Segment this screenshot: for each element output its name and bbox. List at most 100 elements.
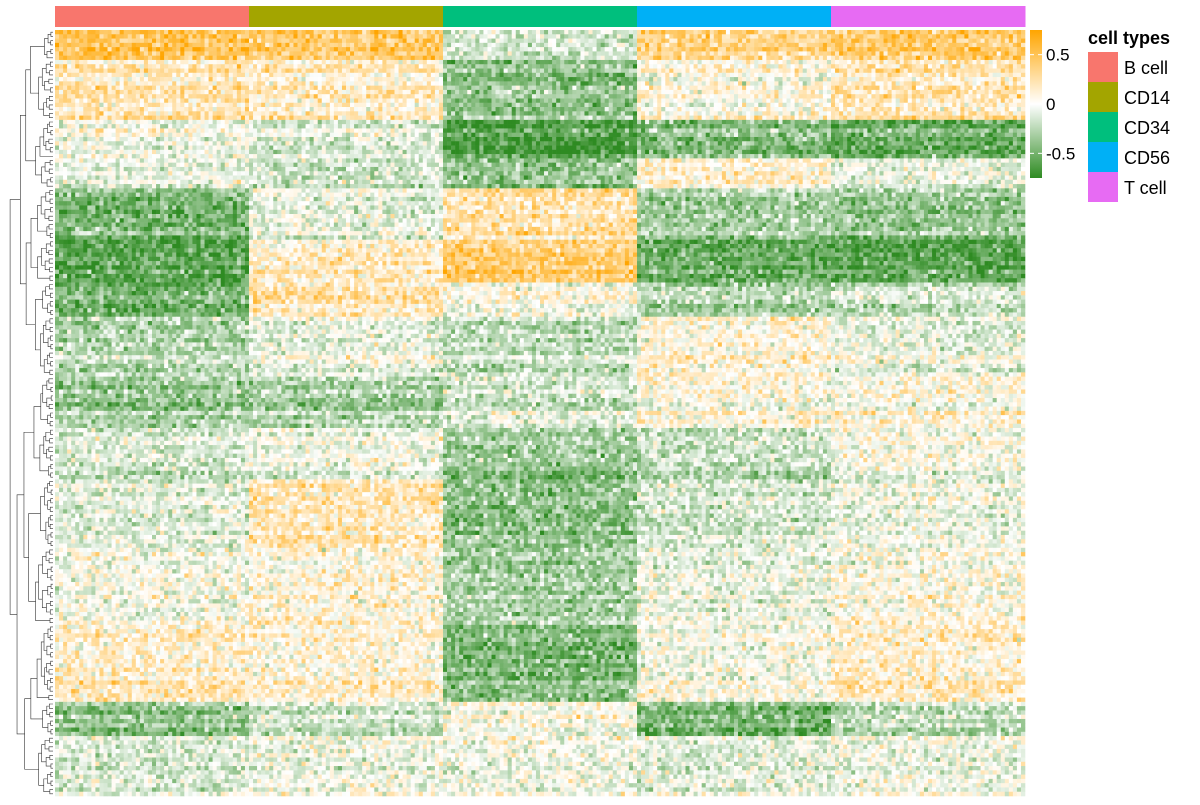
heatmap-cell [556,102,561,108]
heatmap-cell [1000,77,1006,82]
heatmap-cell [968,111,973,116]
heatmap-cell [928,34,933,39]
heatmap-cell [806,102,812,108]
dendrogram-branch [48,695,53,701]
heatmap-cell [742,81,747,86]
heatmap-cell [750,102,755,108]
heatmap-cell [426,94,432,99]
heatmap-cell [127,72,133,78]
heatmap-cell [604,59,610,65]
heatmap-cell [632,30,638,35]
heatmap-cell [919,47,925,52]
heatmap-cell [430,42,436,48]
heatmap-cell [879,98,884,104]
heatmap-cell [188,85,193,91]
heatmap-cell [988,85,993,91]
heatmap-cell [604,34,610,39]
heatmap-cell [729,64,735,69]
heatmap-cell [471,30,476,35]
heatmap-cell [447,102,452,108]
heatmap-cell [160,51,165,56]
heatmap-cell [139,98,145,104]
heatmap-cell [915,72,921,78]
heatmap-cell [948,59,953,65]
heatmap-cell [968,102,973,108]
heatmap-cell [156,102,161,108]
heatmap-cell [337,38,343,44]
heatmap-cell [628,72,634,78]
heatmap-cell [1020,72,1026,78]
heatmap-cell [281,68,286,74]
heatmap-cell [139,72,145,78]
heatmap-cell [438,77,444,82]
dendrogram-branch [38,752,44,786]
heatmap-cell [172,55,177,61]
heatmap-cell [325,107,331,112]
heatmap-cell [83,94,88,99]
heatmap-cell [762,89,767,95]
heatmap-cell [568,30,573,35]
heatmap-cell [790,59,795,65]
heatmap-cell [588,55,593,61]
heatmap-cell [786,42,791,48]
heatmap-cell [592,64,597,69]
heatmap-cell [766,68,771,74]
heatmap-cell [556,68,561,74]
heatmap-cell [487,111,492,116]
heatmap-cell [940,111,945,116]
heatmap-cell [936,59,941,65]
heatmap-cell [984,102,989,108]
heatmap-cell [196,89,201,95]
heatmap-cell [265,94,270,99]
heatmap-cell [786,111,791,116]
heatmap-cell [1016,94,1022,99]
heatmap-cell [495,81,500,86]
heatmap-cell [661,77,666,82]
heatmap-cell [596,94,601,99]
heatmap-cell [325,81,331,86]
heatmap-cell [147,68,153,74]
heatmap-cell [309,47,314,52]
heatmap-cell [616,89,622,95]
heatmap-cell [63,94,68,99]
heatmap-cell [430,64,436,69]
heatmap-cell [580,85,585,91]
heatmap-cell [139,64,145,69]
heatmap-cell [447,89,452,95]
heatmap-cell [725,47,731,52]
heatmap-cell [960,85,965,91]
heatmap-cell [204,38,209,44]
heatmap-cell [851,94,856,99]
heatmap-cell [988,72,993,78]
heatmap-cell [560,102,565,108]
heatmap-cell [612,51,618,56]
heatmap-cell [681,51,686,56]
heatmap-cell [95,98,100,104]
heatmap-cell [309,42,314,48]
heatmap-cell [628,55,634,61]
heatmap-cell [556,55,561,61]
heatmap-cell [903,81,909,86]
heatmap-cell [216,85,222,91]
heatmap-cell [394,77,399,82]
heatmap-cell [742,72,747,78]
heatmap-cell [483,89,488,95]
heatmap-cell [624,30,630,35]
heatmap-cell [758,89,763,95]
heatmap-cell [964,55,969,61]
heatmap-cell [992,72,998,78]
heatmap-cell [414,89,420,95]
heatmap-cell [734,30,739,35]
heatmap-cell [200,55,205,61]
heatmap-cell [354,34,359,39]
heatmap-cell [119,42,125,48]
heatmap-cell [398,81,403,86]
heatmap-cell [835,51,840,56]
heatmap-cell [721,98,727,104]
heatmap-cell [527,107,533,112]
heatmap-cell [269,89,274,95]
heatmap-cell [649,59,654,65]
heatmap-cell [451,42,456,48]
heatmap-cell [677,94,682,99]
heatmap-cell [592,102,597,108]
